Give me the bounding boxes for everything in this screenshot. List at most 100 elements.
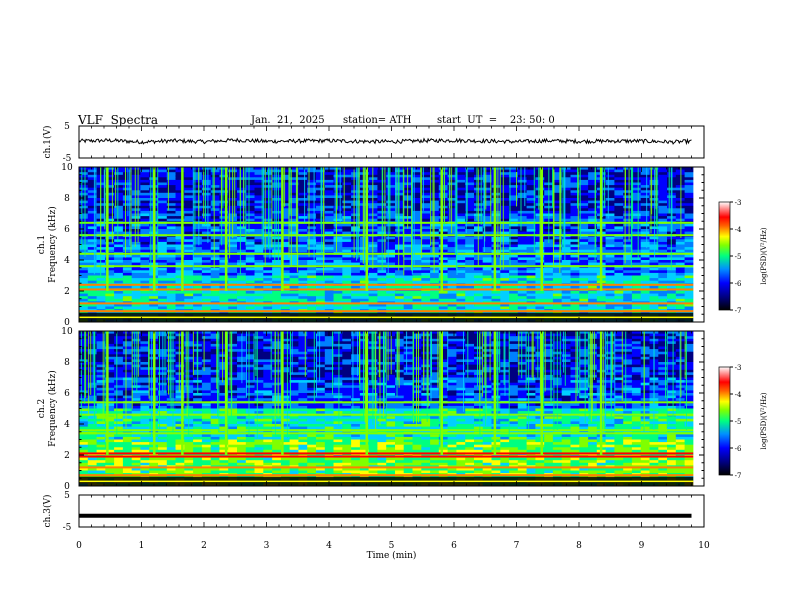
spectrogram-cell	[500, 216, 510, 220]
spectrogram-cell	[201, 218, 212, 222]
spectrogram-cell	[219, 179, 229, 183]
spectrogram-cell	[509, 293, 519, 297]
spectrogram-cell	[158, 298, 168, 302]
spectrogram-cell	[579, 336, 589, 340]
spectrogram-cell	[131, 293, 141, 297]
spectrogram-cell	[605, 333, 615, 337]
spectrogram-cell	[430, 210, 440, 214]
spectrogram-cell	[438, 231, 448, 235]
sferic-streak	[564, 167, 565, 248]
spectrogram-cell	[570, 174, 580, 178]
spectrogram-cell	[79, 216, 89, 220]
spectrogram-cell	[675, 254, 685, 258]
sferic-streak	[95, 167, 97, 269]
sferic-streak	[295, 167, 297, 252]
spectrogram-cell	[219, 267, 229, 271]
spectrogram-cell	[658, 303, 668, 307]
spectrogram-cell	[526, 260, 536, 263]
spectrogram-cell	[122, 254, 133, 258]
spectrogram-cell	[535, 254, 545, 258]
spectrogram-cell	[280, 236, 291, 240]
spectrogram-cell	[658, 333, 668, 337]
spectrogram-cell	[122, 262, 133, 266]
spectrogram-cell	[245, 167, 255, 170]
spectrogram-cell	[96, 285, 106, 289]
spectrogram-cell	[131, 226, 141, 230]
spectrogram-cell	[316, 236, 326, 240]
spectrogram-cell	[684, 260, 694, 263]
spectrogram-cell	[289, 275, 299, 279]
spectrogram-cell	[131, 179, 141, 183]
spectrogram-cell	[359, 341, 370, 345]
spectrogram-cell	[201, 190, 212, 194]
spectrogram-cell	[395, 208, 405, 212]
spectrogram-cell	[517, 192, 527, 196]
spectrogram-cell	[219, 293, 229, 297]
spectrogram-cell	[263, 291, 273, 294]
spectrogram-cell	[667, 336, 677, 340]
spectrogram-cell	[482, 223, 492, 227]
spectrogram-cell	[324, 192, 334, 196]
spectrogram-cell	[526, 218, 536, 222]
spectrogram-cell	[245, 236, 255, 240]
spectrogram-cell	[403, 167, 413, 170]
spectrogram-cell	[403, 179, 413, 183]
spectrogram-cell	[579, 229, 589, 232]
spectrogram-cell	[158, 216, 168, 220]
spectrogram-cell	[447, 190, 457, 194]
spectrogram-cell	[614, 210, 624, 214]
spectrogram-cell	[105, 192, 115, 196]
spectrogram-cell	[535, 291, 545, 294]
spectrogram-cell	[166, 293, 176, 297]
spectrogram-cell	[544, 336, 554, 340]
spectrogram-cell	[193, 229, 203, 232]
spectrogram-cell	[579, 231, 589, 235]
spectrogram-cell	[684, 270, 694, 274]
spectrogram-cell	[552, 296, 563, 300]
spectrogram-cell	[333, 208, 343, 212]
spectrogram-cell	[166, 247, 176, 251]
spectrogram-cell	[605, 190, 615, 194]
spectrogram-cell	[114, 177, 124, 181]
spectrogram-cell	[140, 169, 150, 173]
spectrogram-cell	[158, 244, 168, 248]
spectrogram-cell	[79, 187, 89, 191]
spectrogram-cell	[421, 285, 431, 289]
spectrogram-cell	[254, 262, 264, 266]
spectrogram-cell	[324, 293, 334, 297]
spectrogram-cell	[640, 239, 650, 243]
spectrogram-cell	[254, 200, 264, 204]
spectrogram-cell	[412, 172, 422, 176]
spectrogram-cell	[140, 303, 150, 307]
spectrogram-cell	[307, 278, 317, 282]
spectrogram-cell	[430, 167, 440, 170]
spectrogram-cell	[403, 203, 413, 207]
spectrogram-cell	[684, 187, 694, 191]
spectrogram-cell	[184, 205, 194, 209]
spectrogram-cell	[526, 275, 536, 279]
spectrogram-cell	[456, 205, 466, 209]
spectrogram-cell	[87, 303, 97, 307]
spectrogram-cell	[351, 223, 361, 227]
spectrogram-cell	[280, 341, 291, 345]
spectrogram-cell	[254, 223, 264, 227]
spectrogram-cell	[333, 338, 343, 342]
spectrogram-cell	[158, 303, 168, 307]
spectrogram-cell	[342, 185, 352, 189]
spectrogram-cell	[219, 169, 229, 173]
spectrogram-cell	[447, 247, 457, 251]
spectrogram-cell	[87, 200, 97, 204]
spectrogram-cell	[658, 229, 668, 232]
spectrogram-cell	[517, 247, 527, 251]
spectrogram-cell	[395, 285, 405, 289]
spectrogram-cell	[579, 333, 589, 337]
spectrogram-cell	[263, 262, 273, 266]
spectrogram-cell	[342, 198, 352, 201]
spectrogram-cell	[307, 285, 317, 289]
spectrogram-cell	[395, 236, 405, 240]
spectrogram-cell	[272, 262, 282, 266]
spectrogram-cell	[517, 236, 527, 240]
spectrogram-cell	[166, 218, 176, 222]
spectrogram-cell	[105, 298, 115, 302]
spectrogram-cell	[544, 293, 554, 297]
